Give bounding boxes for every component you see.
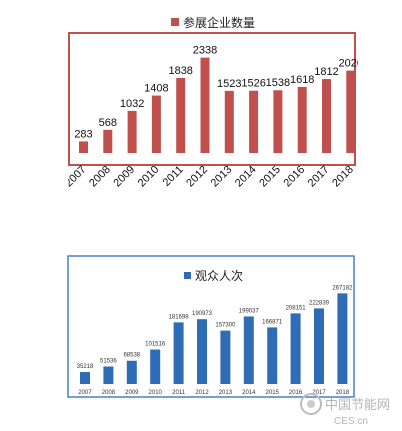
bar-2007: [80, 372, 90, 384]
chart-frame: [67, 255, 355, 398]
data-label-2017: 222839: [309, 300, 330, 306]
data-label-2015: 166871: [262, 319, 283, 325]
data-label-2010: 101516: [145, 342, 166, 348]
bar-2008: [103, 366, 114, 384]
bar-2009: [126, 360, 137, 384]
bar-2018: [337, 293, 348, 384]
data-label-2013: 157300: [215, 323, 236, 329]
legend-label: 观众人次: [195, 269, 243, 283]
x-tick-2014: 2014: [242, 390, 256, 396]
x-tick-2009: 2009: [111, 164, 137, 190]
x-tick-2014: 2014: [233, 164, 259, 190]
bar-2015: [273, 90, 283, 153]
data-label-2008: 568: [99, 117, 117, 129]
bar-2017: [314, 308, 324, 384]
watermark-main-text: 中国节能网: [325, 397, 390, 412]
data-label-2007: 283: [74, 128, 92, 140]
bar-2010: [151, 95, 161, 153]
data-label-2011: 181698: [169, 314, 190, 320]
x-tick-2018: 2018: [330, 164, 356, 190]
x-tick-2008: 2008: [102, 390, 116, 396]
x-tick-2010: 2010: [136, 164, 162, 190]
bar-2014: [249, 90, 259, 153]
data-label-2009: 1032: [120, 98, 144, 110]
x-tick-2011: 2011: [172, 390, 186, 396]
x-tick-2012: 2012: [184, 164, 210, 190]
data-label-2016: 1618: [290, 74, 314, 86]
x-tick-2013: 2013: [209, 164, 235, 190]
data-label-2010: 1408: [144, 83, 168, 95]
x-tick-2009: 2009: [125, 390, 139, 396]
bar-2018: [346, 70, 356, 153]
legend-swatch: [171, 18, 179, 26]
x-tick-2015: 2015: [257, 164, 283, 190]
x-tick-2016: 2016: [289, 390, 303, 396]
legend-label: 参展企业数量: [183, 15, 255, 30]
x-tick-2015: 2015: [266, 390, 280, 396]
watermark-logo: 中国节能网 CES.cn: [300, 393, 390, 427]
bar-2016: [297, 86, 307, 153]
bar-2013: [220, 330, 231, 384]
data-label-2008: 51536: [100, 359, 117, 365]
bar-2011: [173, 322, 184, 384]
visitors-chart: 观众人次 35218 51536 68538 101516 18169819097315…: [67, 255, 355, 398]
data-label-2009: 68538: [123, 353, 140, 359]
data-label-2016: 208151: [286, 305, 307, 311]
bar-2009: [127, 110, 137, 153]
bar-2014: [243, 316, 254, 384]
data-label-2018: 267182: [332, 285, 353, 291]
x-tick-2018: 2018: [336, 390, 350, 396]
data-label-2015: 1538: [266, 77, 290, 89]
bar-2012: [200, 57, 210, 153]
logo-dot: [307, 400, 315, 408]
x-tick-2007: 2007: [78, 390, 92, 396]
data-label-2011: 1838: [168, 65, 192, 77]
data-label-2007: 35218: [77, 364, 94, 370]
data-label-2018: 2020: [339, 58, 358, 70]
data-label-2014: 199037: [239, 308, 260, 314]
logo-circle: [300, 393, 322, 415]
legend-swatch: [184, 272, 191, 279]
data-label-2017: 1812: [314, 66, 338, 78]
x-tick-2013: 2013: [219, 390, 233, 396]
bar-2011: [176, 78, 186, 153]
bar-2016: [290, 313, 301, 384]
data-label-2012: 2338: [193, 45, 217, 57]
x-tick-2008: 2008: [87, 164, 113, 190]
bar-2008: [103, 129, 113, 153]
bar-2012: [197, 319, 207, 384]
bar-2013: [224, 90, 234, 153]
bar-2007: [79, 141, 88, 153]
x-tick-2007: 2007: [68, 164, 89, 190]
x-tick-2011: 2011: [161, 164, 186, 189]
x-tick-2017: 2017: [312, 390, 326, 396]
watermark-sub-text: CES.cn: [334, 416, 368, 427]
data-label-2013: 1523: [217, 78, 241, 90]
x-tick-2012: 2012: [195, 390, 209, 396]
bar-2010: [150, 349, 161, 384]
x-tick-2010: 2010: [149, 390, 163, 396]
bar-2017: [322, 79, 331, 153]
data-label-2012: 190973: [192, 311, 213, 317]
x-tick-2017: 2017: [306, 164, 332, 190]
x-tick-2016: 2016: [282, 164, 308, 190]
bar-2015: [267, 327, 278, 384]
data-label-2014: 1526: [241, 78, 265, 90]
